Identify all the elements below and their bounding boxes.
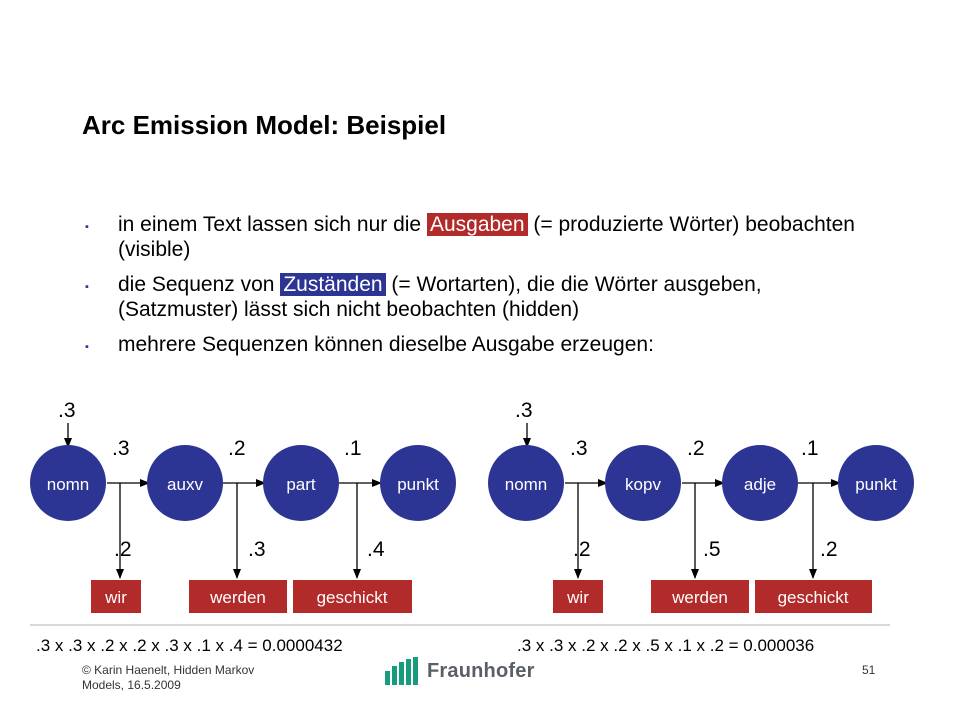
state-node: [263, 445, 339, 521]
copyright-text: © Karin Haenelt, Hidden Markov Models, 1…: [82, 663, 255, 692]
state-label: punkt: [855, 475, 897, 494]
start-prob-label: .3: [515, 399, 533, 422]
bullet-text-before: in einem Text lassen sich nur die: [118, 213, 422, 236]
square-bullet-icon: ▪: [85, 281, 89, 293]
emission-prob-label: .2: [573, 538, 591, 561]
transition-prob-label: .3: [112, 437, 130, 460]
word-label: werden: [671, 588, 728, 607]
bullet-list: ▪ in einem Text lassen sich nur die Ausg…: [82, 212, 862, 367]
diagram-left: .3 .3 .2 .1 nomn auxv part punkt .2 .3 .…: [30, 399, 456, 655]
state-node: [147, 445, 223, 521]
state-label: kopv: [625, 475, 661, 494]
fraunhofer-logo: Fraunhofer: [385, 654, 535, 688]
bullet-text-after: (= Wortarten), die die Wörter ausgeben, …: [118, 273, 762, 321]
bullet-text-after: (= produzierte Wörter) beobachten (visib…: [118, 213, 855, 261]
word-box: [755, 580, 872, 613]
emission-prob-label: .5: [703, 538, 721, 561]
state-node: [488, 445, 564, 521]
transition-prob-label: .3: [570, 437, 588, 460]
highlight-zustaende: Zuständen: [280, 273, 386, 296]
formula-right: .3 x .3 x .2 x .2 x .5 x .1 x .2 = 0.000…: [517, 636, 814, 655]
word-label: wir: [104, 588, 127, 607]
state-label: nomn: [505, 475, 548, 494]
bullet-item-zustaende: ▪ die Sequenz von Zuständen (= Wortarten…: [82, 272, 862, 322]
emission-prob-label: .3: [248, 538, 266, 561]
formula-left: .3 x .3 x .2 x .2 x .3 x .1 x .4 = 0.000…: [36, 636, 343, 655]
state-label: auxv: [167, 475, 203, 494]
state-label: nomn: [47, 475, 90, 494]
word-box: [651, 580, 749, 613]
state-label: punkt: [397, 475, 439, 494]
square-bullet-icon: ▪: [85, 341, 89, 353]
transition-prob-label: .2: [228, 437, 246, 460]
logo-wordmark: Fraunhofer: [427, 659, 535, 682]
highlight-ausgaben: Ausgaben: [426, 213, 528, 236]
word-label: wir: [566, 588, 589, 607]
square-bullet-icon: ▪: [85, 221, 89, 233]
transition-prob-label: .2: [687, 437, 705, 460]
bullet-item-ausgaben: ▪ in einem Text lassen sich nur die Ausg…: [82, 212, 862, 262]
word-box: [189, 580, 287, 613]
start-prob-label: .3: [58, 399, 76, 422]
diagram-right: .3 .3 .2 .1 nomn kopv adje punkt .2 .5 .…: [488, 399, 914, 655]
emission-prob-label: .4: [367, 538, 385, 561]
state-node: [838, 445, 914, 521]
state-label: part: [286, 475, 316, 494]
word-label: werden: [209, 588, 266, 607]
page-number: 51: [862, 663, 876, 677]
state-node: [605, 445, 681, 521]
transition-prob-label: .1: [801, 437, 819, 460]
slide-title: Arc Emission Model: Beispiel: [82, 110, 447, 140]
word-box: [293, 580, 412, 613]
fraunhofer-logo-icon: [385, 657, 418, 685]
state-label: adje: [744, 475, 776, 494]
bullet-text-before: die Sequenz von: [118, 273, 275, 296]
state-node: [380, 445, 456, 521]
state-node: [30, 445, 106, 521]
state-node: [722, 445, 798, 521]
emission-prob-label: .2: [114, 538, 132, 561]
word-label: geschickt: [778, 588, 849, 607]
emission-prob-label: .2: [820, 538, 838, 561]
word-label: geschickt: [317, 588, 388, 607]
bullet-text: mehrere Sequenzen können dieselbe Ausgab…: [118, 333, 654, 356]
word-box: [91, 580, 141, 613]
bullet-item-sequenzen: ▪ mehrere Sequenzen können dieselbe Ausg…: [82, 332, 862, 357]
word-box: [553, 580, 603, 613]
transition-prob-label: .1: [344, 437, 362, 460]
